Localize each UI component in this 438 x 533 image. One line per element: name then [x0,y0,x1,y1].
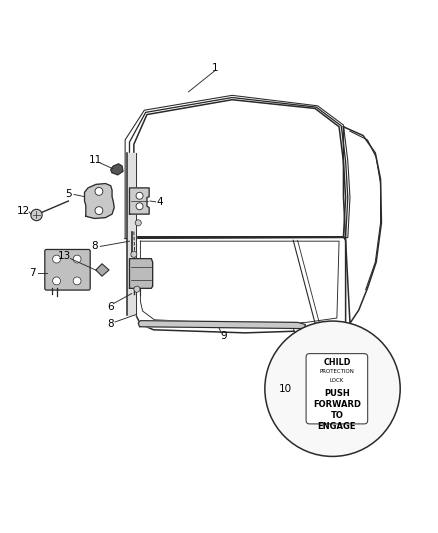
Polygon shape [96,264,109,276]
Circle shape [135,220,141,226]
FancyBboxPatch shape [45,249,90,290]
Text: 9: 9 [220,332,227,341]
Circle shape [95,188,103,195]
Text: 7: 7 [29,268,35,278]
Text: FORWARD: FORWARD [313,400,361,409]
Circle shape [73,277,81,285]
Text: PROTECTION: PROTECTION [319,369,354,374]
Circle shape [136,192,143,199]
Text: 4: 4 [157,197,163,207]
Circle shape [53,277,60,285]
Circle shape [95,207,103,215]
Text: TO: TO [330,411,343,420]
Text: LOCK: LOCK [330,378,344,383]
Polygon shape [138,321,305,328]
Polygon shape [85,183,114,219]
Text: 10: 10 [279,384,292,394]
Circle shape [293,325,301,333]
Text: 12: 12 [17,206,30,216]
Polygon shape [111,164,123,175]
Circle shape [73,255,81,263]
Circle shape [134,286,140,292]
Text: PUSH: PUSH [324,389,350,398]
Circle shape [31,209,42,221]
Polygon shape [130,188,149,214]
Circle shape [265,321,400,456]
Circle shape [131,251,137,257]
Text: 13: 13 [57,251,71,261]
Circle shape [136,203,143,210]
Circle shape [53,255,60,263]
Text: 5: 5 [65,189,72,199]
Text: 11: 11 [89,155,102,165]
Text: 1: 1 [211,63,218,73]
Text: 6: 6 [107,302,114,312]
Text: 8: 8 [91,240,98,251]
Text: ENGAGE: ENGAGE [318,422,356,431]
FancyBboxPatch shape [306,353,367,424]
Polygon shape [130,259,152,288]
Text: 8: 8 [107,319,114,329]
Text: CHILD: CHILD [323,358,350,367]
